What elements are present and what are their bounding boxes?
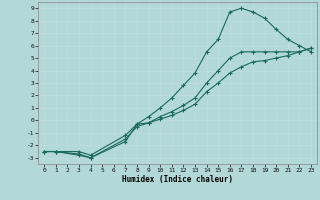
X-axis label: Humidex (Indice chaleur): Humidex (Indice chaleur) <box>122 175 233 184</box>
